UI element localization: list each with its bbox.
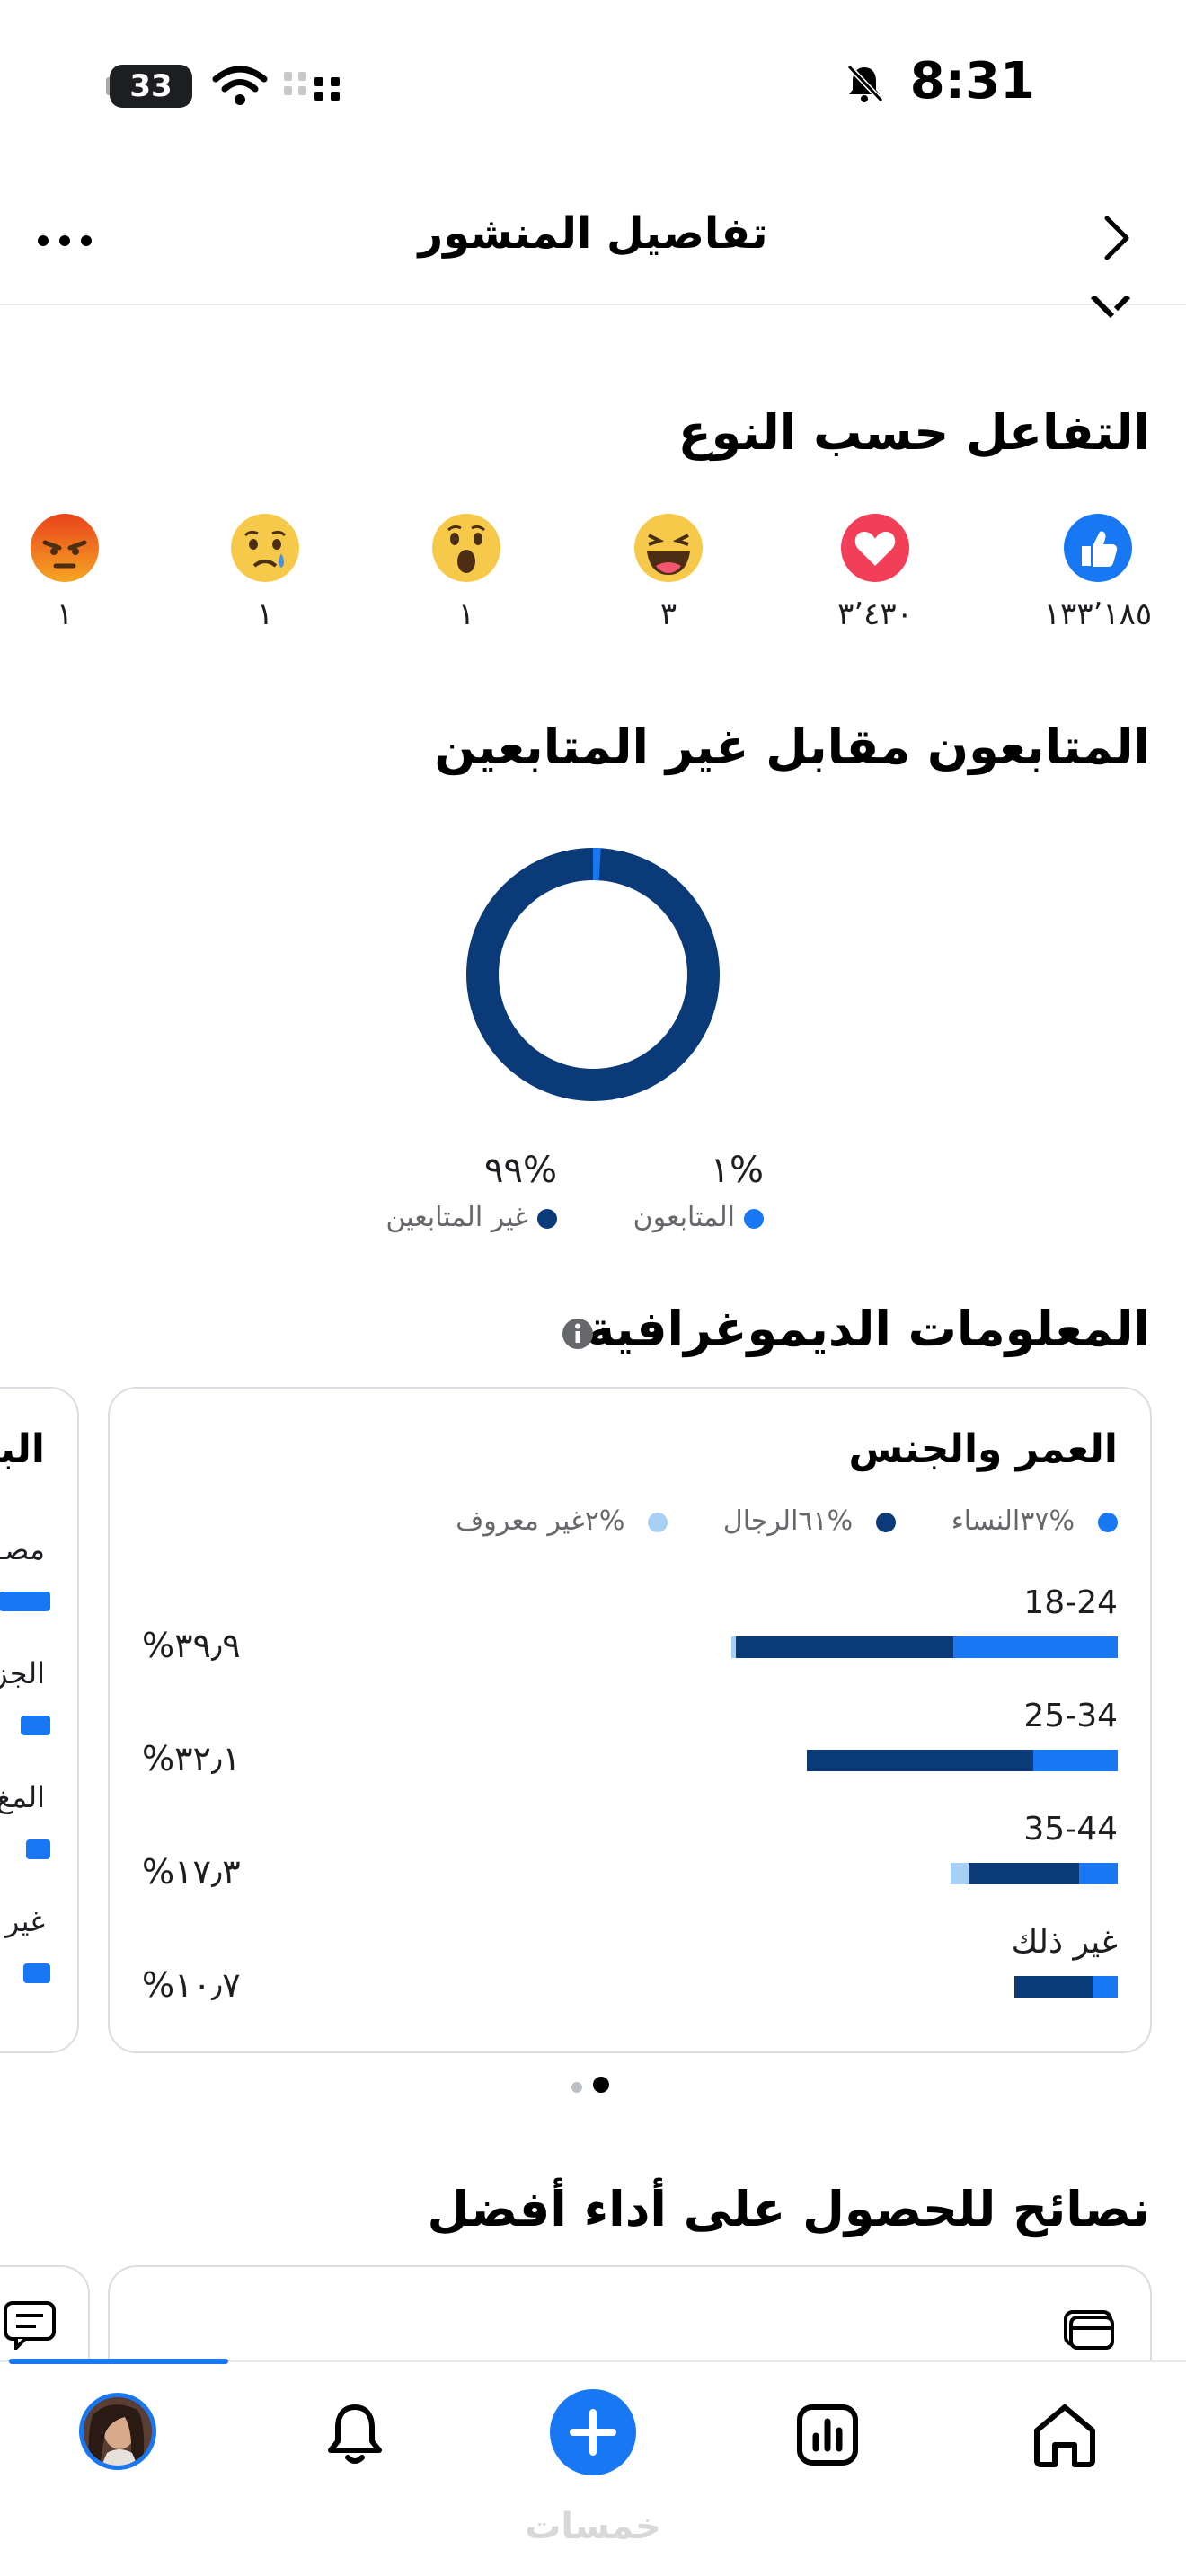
wow-reaction-icon [432, 514, 500, 582]
followers-title: المتابعون مقابل غير المتابعين [434, 719, 1150, 775]
create-plus-button[interactable] [550, 2389, 636, 2475]
side-item-label: مصـ [0, 1532, 45, 1566]
age-label: 18-24 [1023, 1584, 1118, 1621]
info-icon[interactable] [561, 1317, 595, 1351]
side-item-label: غير [4, 1904, 45, 1938]
reaction-item: ١ [184, 512, 346, 632]
age-row: 25-34 ٣٢٫١% [110, 1698, 1150, 1811]
reaction-item: ١ [0, 512, 146, 632]
gender-legend: %٣٧النساء %٦١الرجال %٢غير معروف [409, 1505, 1118, 1537]
avatar-image [84, 2397, 152, 2466]
bar-segment-women [952, 1636, 1118, 1658]
bar-segment-women [1092, 1976, 1118, 1998]
bar-segment-women [1033, 1750, 1118, 1771]
side-item-bar [26, 1839, 50, 1859]
age-percentage: ٣٩٫٩% [142, 1626, 241, 1665]
bar-segment-men [807, 1750, 1034, 1771]
legend-dot-followers [744, 1208, 764, 1229]
notifications-icon[interactable] [314, 2395, 395, 2475]
side-item-bar [21, 1716, 50, 1735]
watermark: خمسات [525, 2506, 661, 2547]
age-bar [950, 1863, 1118, 1884]
age-gender-card: العمر والجنس %٣٧النساء %٦١الرجال %٢غير م… [108, 1387, 1152, 2053]
bar-segment-unknown [950, 1863, 969, 1884]
like-reaction-icon [1064, 514, 1132, 582]
haha-reaction-icon [634, 514, 703, 582]
legend-non-followers: %٩٩ غير المتابعين [385, 1150, 557, 1233]
age-label: غير ذلك [1011, 1924, 1118, 1961]
cellular-signal-icon [284, 72, 340, 101]
legend-followers: %١ المتابعون [633, 1150, 764, 1233]
demographics-title: المعلومات الديموغرافية [586, 1301, 1150, 1357]
card-payment-icon [1064, 2310, 1114, 2350]
age-row: غير ذلك ١٠٫٧% [110, 1924, 1150, 2037]
legend-dot-men [876, 1512, 897, 1532]
insights-icon[interactable] [787, 2395, 868, 2475]
pager-dot-active[interactable] [593, 2077, 609, 2093]
age-row: 35-44 ١٧٫٣% [110, 1811, 1150, 1924]
silent-mode-icon [846, 64, 884, 103]
side-item-bar [23, 1963, 50, 1983]
age-label: 25-34 [1023, 1698, 1118, 1734]
bar-segment-men [736, 1636, 953, 1658]
side-item-label: الجز [0, 1656, 45, 1690]
home-icon[interactable] [1024, 2395, 1105, 2475]
status-time: 8:31 [909, 52, 1035, 110]
page-title: تفاصيل المنشور [418, 208, 768, 259]
wifi-icon [212, 66, 268, 105]
card-title: العمر والجنس [848, 1426, 1118, 1472]
reactions-title: التفاعل حسب النوع [677, 404, 1150, 461]
bar-segment-men [969, 1863, 1079, 1884]
reaction-item: ٣ [588, 512, 749, 632]
age-bar [1013, 1976, 1118, 1998]
age-bar [807, 1750, 1118, 1771]
bar-segment-women [1078, 1863, 1118, 1884]
age-row: 18-24 ٣٩٫٩% [110, 1584, 1150, 1698]
reaction-item: ٣٬٤٣٠ [794, 512, 956, 632]
side-item-label: المغ [0, 1780, 45, 1814]
reaction-item: ١٣٣٬١٨٥ [1017, 512, 1179, 632]
age-label: 35-44 [1023, 1811, 1118, 1848]
angry-reaction-icon [31, 514, 99, 582]
card-pager [566, 2077, 620, 2095]
side-item-bar [0, 1592, 50, 1611]
active-tab-indicator [9, 2359, 228, 2364]
age-percentage: ٣٢٫١% [142, 1739, 241, 1778]
age-bar [731, 1636, 1118, 1658]
age-percentage: ١٠٫٧% [142, 1965, 241, 2005]
legend-dot-unknown [648, 1512, 668, 1532]
partial-icon [1090, 296, 1131, 318]
reactions-row: ١٣٣٬١٨٥ ٣٬٤٣٠ ٣ ١ [0, 512, 1186, 638]
back-chevron-icon[interactable] [1094, 211, 1139, 265]
love-reaction-icon [841, 514, 909, 582]
battery-icon: 33 [110, 65, 192, 108]
feedback-icon [4, 2301, 56, 2350]
pager-dot[interactable] [571, 2082, 582, 2093]
plus-icon [570, 2409, 616, 2456]
more-options-icon[interactable] [36, 234, 93, 248]
location-card-partial[interactable]: البا مصـ الجز المغ غير [0, 1387, 79, 2053]
reaction-item: ١ [385, 512, 547, 632]
bottom-navigation: خمسات [0, 2359, 1186, 2576]
profile-avatar[interactable] [79, 2393, 156, 2470]
tips-title: نصائح للحصول على أداء أفضل [427, 2181, 1151, 2237]
card-title: البا [0, 1426, 45, 1472]
bar-segment-men [1013, 1976, 1093, 1998]
followers-donut-chart [466, 848, 720, 1101]
sad-reaction-icon [231, 514, 299, 582]
bar-segment-unknown [731, 1636, 737, 1658]
status-bar: 33 8:31 [0, 0, 1186, 171]
age-percentage: ١٧٫٣% [142, 1852, 241, 1892]
top-app-bar: تفاصيل المنشور [0, 171, 1186, 305]
legend-dot-non-followers [537, 1208, 557, 1229]
legend-dot-women [1098, 1512, 1118, 1532]
